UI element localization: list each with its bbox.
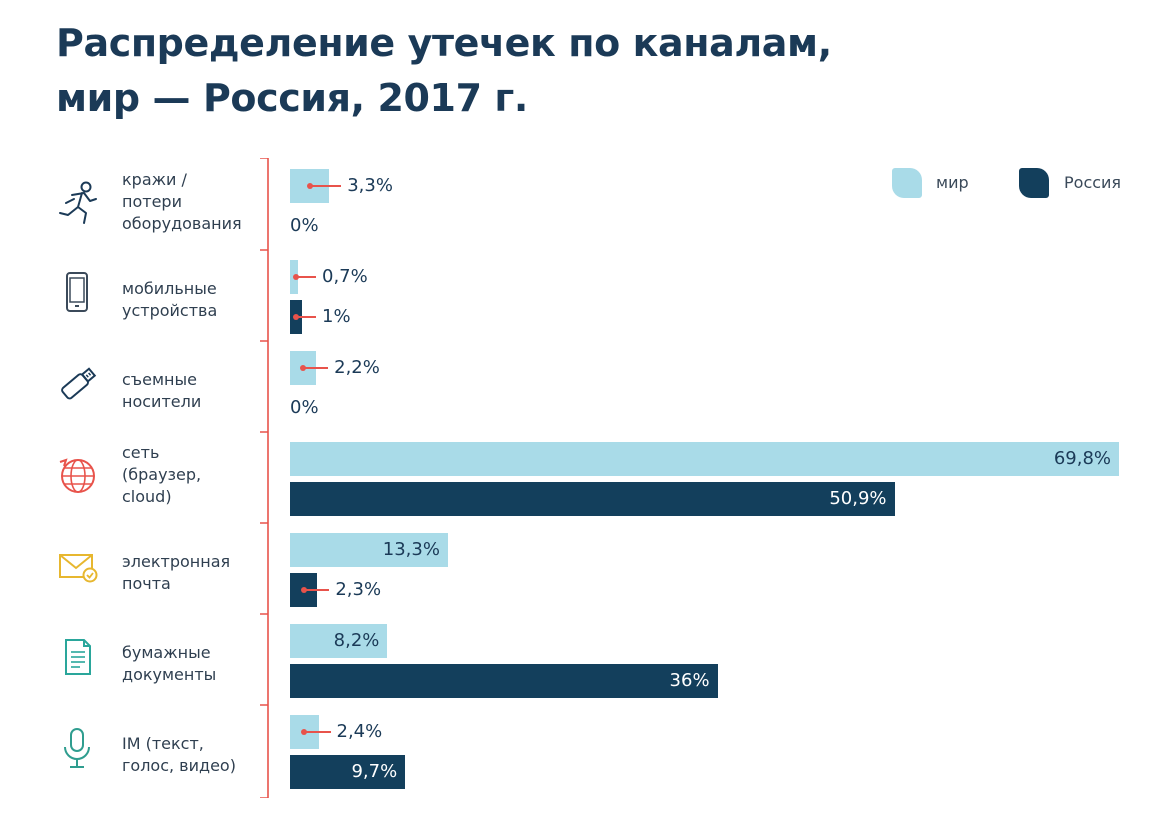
category-label: IM (текст, голос, видео)	[122, 734, 236, 775]
leader-line-russia	[300, 587, 330, 593]
category-label: сеть (браузер, cloud)	[122, 443, 202, 506]
envelope-icon	[59, 554, 98, 583]
category-label: бумажные документы	[122, 643, 217, 684]
leader-line-world	[300, 365, 329, 371]
bar-russia	[290, 755, 406, 789]
chart-title-line-1: Распределение утечек по каналам,	[56, 21, 832, 65]
data-label-russia: 9,7%	[351, 761, 398, 782]
leader-line-world	[306, 183, 342, 189]
category-label: электронная почта	[122, 552, 231, 593]
smartphone-icon	[66, 272, 88, 312]
category-bracket	[260, 158, 269, 798]
leader-line-russia	[293, 314, 316, 320]
legend-label-world: мир	[936, 173, 969, 192]
chart-title: Распределение утечек по каналам, мир — Р…	[56, 16, 832, 126]
microphone-icon	[64, 728, 90, 768]
bar-russia	[290, 482, 895, 516]
category-label: мобильные устройства	[122, 279, 218, 320]
category-label: кражи / потери оборудования	[122, 170, 242, 233]
data-label-world: 3,3%	[347, 175, 393, 196]
data-label-russia: 36%	[669, 670, 710, 691]
globe-icon	[59, 458, 95, 493]
bar-world	[290, 442, 1119, 476]
chart-title-line-2: мир — Россия, 2017 г.	[56, 76, 528, 120]
running-person-icon	[59, 181, 97, 224]
legend-label-russia: Россия	[1064, 173, 1122, 192]
bar-world	[290, 533, 448, 567]
data-label-world: 13,3%	[382, 539, 440, 560]
data-label-russia: 50,9%	[829, 488, 887, 509]
data-label-russia: 1%	[322, 306, 351, 327]
legend-swatch-world	[892, 168, 922, 198]
bar-russia	[290, 664, 718, 698]
bar-world	[290, 624, 388, 658]
data-label-russia: 2,3%	[335, 579, 382, 600]
leader-line-world	[301, 729, 331, 735]
document-icon	[65, 639, 91, 675]
data-label-russia: 0%	[290, 397, 319, 418]
data-label-world: 2,4%	[336, 721, 383, 742]
data-label-world: 69,8%	[1053, 448, 1111, 469]
leader-line-world	[293, 274, 316, 280]
data-label-world: 8,2%	[333, 630, 380, 651]
data-label-world: 0,7%	[322, 266, 368, 287]
data-label-world: 2,2%	[334, 357, 380, 378]
legend-swatch-russia	[1019, 168, 1049, 198]
category-label: съемные носители	[122, 370, 202, 411]
usb-drive-icon	[61, 367, 97, 400]
data-label-russia: 0%	[290, 215, 319, 236]
